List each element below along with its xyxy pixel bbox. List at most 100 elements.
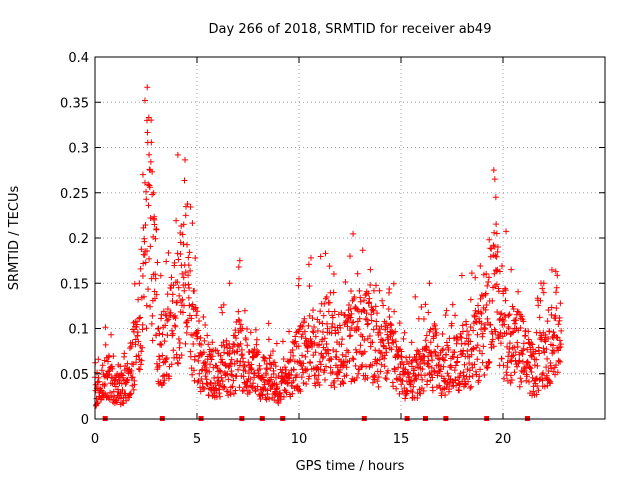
data-point (436, 382, 443, 389)
data-point (316, 358, 323, 365)
data-point (128, 367, 135, 374)
data-point (315, 372, 322, 379)
data-point (390, 383, 397, 390)
data-point (152, 271, 159, 278)
data-point (264, 391, 271, 398)
data-point (295, 282, 302, 289)
data-point (174, 359, 181, 366)
data-point (252, 326, 259, 333)
data-point (502, 297, 509, 304)
data-point (366, 333, 373, 340)
data-point (197, 334, 204, 341)
data-point (526, 378, 533, 385)
data-point (229, 383, 236, 390)
data-point (346, 333, 353, 340)
data-point (94, 399, 101, 406)
data-point (501, 375, 508, 382)
data-point (337, 324, 344, 331)
data-point (176, 340, 183, 347)
data-point (482, 306, 489, 313)
data-point (139, 321, 146, 328)
data-point (134, 318, 141, 325)
data-point (144, 84, 151, 91)
data-point (99, 362, 106, 369)
data-point (237, 340, 244, 347)
data-point (263, 360, 270, 367)
data-point (175, 256, 182, 263)
data-point (424, 378, 431, 385)
data-point (287, 357, 294, 364)
data-point (479, 350, 486, 357)
data-point (470, 327, 477, 334)
data-point (503, 369, 510, 376)
data-point (326, 263, 333, 270)
data-point (425, 363, 432, 370)
data-point (477, 262, 484, 269)
data-point (459, 350, 466, 357)
data-point (485, 360, 492, 367)
data-point (182, 340, 189, 347)
data-point (344, 323, 351, 330)
data-point (317, 253, 324, 260)
data-point (368, 311, 375, 318)
data-point (227, 384, 234, 391)
data-point (235, 366, 242, 373)
data-point (238, 352, 245, 359)
data-point (135, 365, 142, 372)
data-point (186, 284, 193, 291)
data-point (235, 316, 242, 323)
data-point (335, 329, 342, 336)
data-point (456, 387, 463, 394)
data-point (466, 373, 473, 380)
data-point (386, 286, 393, 293)
data-point (391, 368, 398, 375)
data-point (353, 349, 360, 356)
data-point (181, 287, 188, 294)
data-point (467, 384, 474, 391)
data-point (500, 290, 507, 297)
data-point (434, 343, 441, 350)
data-point (242, 368, 249, 375)
data-point (479, 330, 486, 337)
data-point (362, 316, 369, 323)
data-point (379, 337, 386, 344)
data-point (190, 367, 197, 374)
data-point (479, 359, 486, 366)
data-point (105, 368, 112, 375)
data-point (465, 378, 472, 385)
data-point (254, 383, 261, 390)
data-point (444, 342, 451, 349)
data-point (365, 290, 372, 297)
data-point (147, 167, 154, 174)
data-point (165, 316, 172, 323)
data-point (446, 386, 453, 393)
data-point (307, 336, 314, 343)
data-point (189, 332, 196, 339)
data-point (98, 367, 105, 374)
data-point (274, 384, 281, 391)
data-point (425, 309, 432, 316)
data-point (457, 333, 464, 340)
data-point (472, 307, 479, 314)
data-point (140, 293, 147, 300)
data-point (217, 352, 224, 359)
data-point (105, 358, 112, 365)
data-point (297, 322, 304, 329)
data-point (348, 310, 355, 317)
data-point (364, 374, 371, 381)
data-point (184, 317, 191, 324)
data-point (499, 316, 506, 323)
data-point (454, 354, 461, 361)
y-tick-label: 0 (81, 413, 89, 428)
data-point (532, 348, 539, 355)
data-point (209, 353, 216, 360)
data-points (92, 84, 565, 409)
data-point (442, 392, 449, 399)
data-point (281, 364, 288, 371)
data-point (192, 304, 199, 311)
y-tick-label: 0.2 (68, 232, 89, 247)
data-point (175, 284, 182, 291)
data-point (348, 325, 355, 332)
data-point (353, 374, 360, 381)
data-point (422, 337, 429, 344)
